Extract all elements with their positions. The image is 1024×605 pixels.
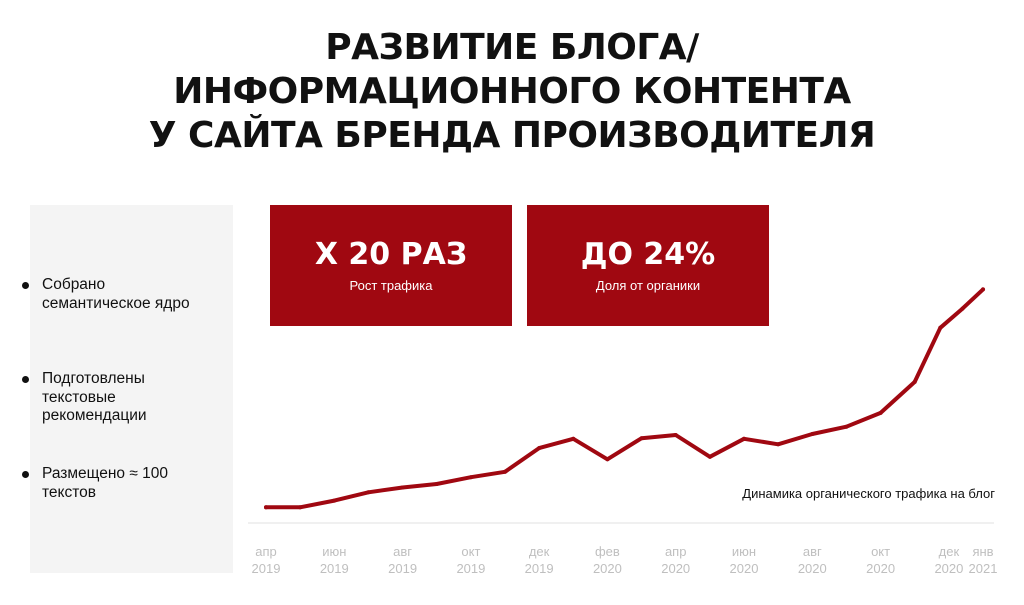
data-point	[298, 505, 303, 510]
x-tick-label-month: июн	[732, 544, 756, 559]
x-tick-label-month: дек	[529, 544, 550, 559]
x-tick-label-year: 2019	[320, 561, 349, 576]
chart-caption: Динамика органического трафика на блог	[742, 486, 995, 501]
bullet-text: Подготовлены текстовые рекомендации	[42, 370, 147, 424]
x-tick-label-year: 2020	[593, 561, 622, 576]
data-point	[434, 482, 439, 486]
achievements-panel	[30, 205, 233, 573]
bullet-item: Собрано семантическое ядро	[22, 276, 192, 313]
data-point	[468, 475, 473, 480]
x-tick-label-year: 2020	[730, 561, 759, 576]
bullet-text: Размещено ≈ 100 текстов	[42, 465, 169, 501]
bullet-dot-icon	[22, 376, 29, 383]
data-point	[639, 436, 644, 441]
bullet-item: Размещено ≈ 100 текстов	[22, 465, 192, 502]
data-point	[366, 490, 371, 495]
x-tick-label-month: апр	[255, 544, 277, 559]
x-tick-label-year: 2020	[661, 561, 690, 576]
data-point	[878, 410, 883, 415]
data-point	[503, 469, 507, 474]
x-tick-label-year: 2021	[969, 561, 998, 576]
data-point	[707, 454, 712, 459]
data-point	[912, 379, 917, 384]
data-point	[960, 306, 965, 311]
stat-card-traffic: Х 20 РАЗ Рост трафика	[270, 205, 512, 326]
stat-value: Х 20 РАЗ	[314, 237, 468, 272]
x-tick-label-year: 2020	[934, 561, 963, 576]
page-title: РАЗВИТИЕ БЛОГА/ ИНФОРМАЦИОННОГО КОНТЕНТА…	[0, 26, 1024, 158]
data-point	[400, 485, 405, 490]
title-line: У САЙТА БРЕНДА ПРОИЗВОДИТЕЛЯ	[148, 115, 876, 156]
x-tick-label-month: окт	[461, 544, 480, 559]
x-tick-label-year: 2019	[252, 561, 281, 576]
data-point	[571, 436, 576, 441]
data-point	[264, 505, 268, 510]
x-axis-ticks: апр 2019 июн 2019 авг 2019 окт 2019 дек 2019 фев 20…	[252, 544, 998, 576]
bullet-item: Подготовлены текстовые рекомендации	[22, 370, 192, 426]
data-point	[673, 433, 678, 437]
data-point	[742, 436, 746, 441]
data-points	[264, 287, 985, 510]
data-point	[938, 325, 943, 330]
data-point	[981, 287, 985, 292]
x-tick-label-month: окт	[871, 544, 890, 559]
x-tick-label-year: 2020	[798, 561, 827, 576]
data-point	[844, 424, 849, 429]
data-point	[332, 498, 337, 503]
x-tick-label-year: 2020	[866, 561, 895, 576]
bullet-dot-icon	[22, 282, 29, 289]
stat-card-share: ДО 24% Доля от органики	[527, 205, 769, 326]
data-point	[810, 432, 815, 436]
x-tick-label-year: 2019	[388, 561, 417, 576]
x-tick-label-month: авг	[393, 544, 412, 559]
x-tick-label-month: фев	[595, 544, 620, 559]
title-line: РАЗВИТИЕ БЛОГА/	[325, 27, 699, 68]
x-tick-label-month: янв	[972, 544, 993, 559]
x-tick-label-year: 2019	[525, 561, 554, 576]
stat-label: Доля от органики	[595, 278, 701, 293]
stat-label: Рост трафика	[349, 278, 433, 293]
x-tick-label-month: июн	[322, 544, 346, 559]
data-point	[605, 457, 610, 462]
x-tick-label-year: 2019	[456, 561, 485, 576]
bullet-text: Собрано семантическое ядро	[42, 276, 190, 312]
x-tick-label-month: дек	[939, 544, 960, 559]
x-tick-label-month: авг	[803, 544, 822, 559]
data-point	[537, 446, 542, 451]
data-point	[776, 442, 781, 447]
bullet-dot-icon	[22, 471, 29, 478]
stat-value: ДО 24%	[580, 237, 716, 272]
x-tick-label-month: апр	[665, 544, 687, 559]
title-line: ИНФОРМАЦИОННОГО КОНТЕНТА	[173, 71, 851, 112]
